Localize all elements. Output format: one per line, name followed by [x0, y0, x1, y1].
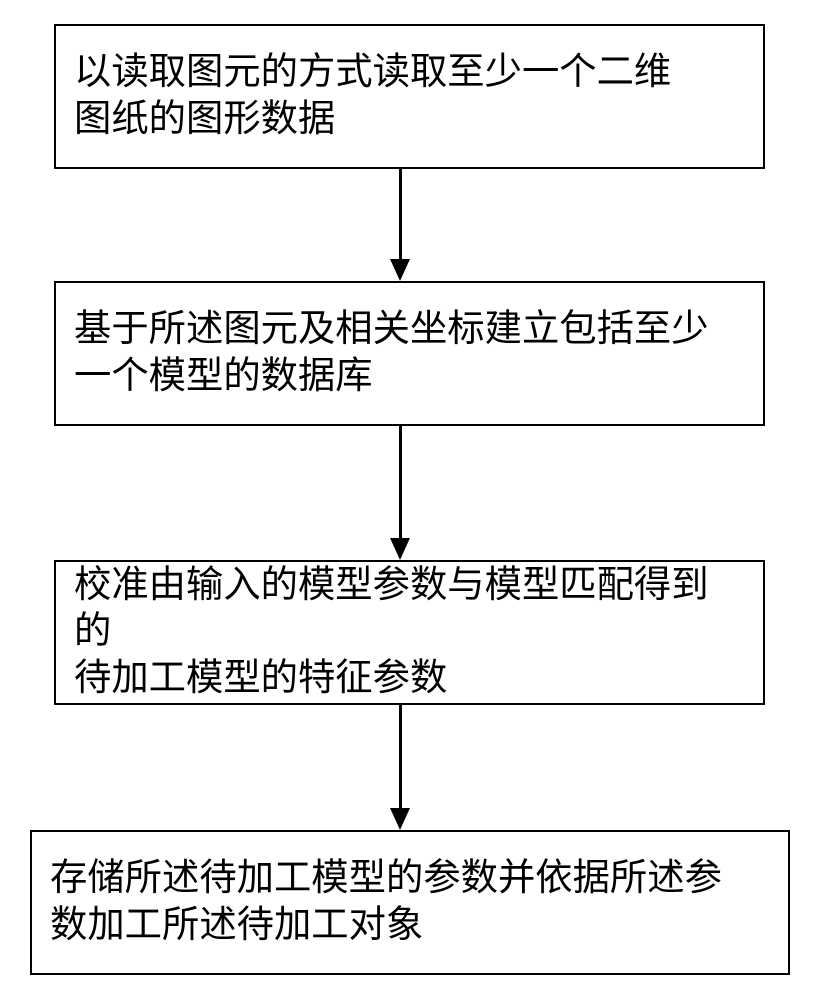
flow-node-1: 以读取图元的方式读取至少一个二维 图纸的图形数据 — [54, 24, 765, 169]
flow-node-4: 存储所述待加工模型的参数并依据所述参 数加工所述待加工对象 — [30, 830, 790, 975]
flow-arrow-2-head — [390, 538, 410, 560]
flow-arrow-1-head — [390, 259, 410, 281]
flow-arrow-1-line — [399, 169, 402, 259]
flow-arrow-2-line — [399, 426, 402, 538]
flow-node-1-text: 以读取图元的方式读取至少一个二维 图纸的图形数据 — [74, 50, 671, 143]
flow-node-3-text: 校准由输入的模型参数与模型匹配得到的 待加工模型的特征参数 — [74, 563, 745, 703]
flow-node-2-text: 基于所述图元及相关坐标建立包括至少 一个模型的数据库 — [74, 307, 709, 400]
flow-arrow-3-line — [399, 705, 402, 808]
flow-node-2: 基于所述图元及相关坐标建立包括至少 一个模型的数据库 — [54, 281, 765, 426]
flow-arrow-3-head — [390, 808, 410, 830]
flow-node-4-text: 存储所述待加工模型的参数并依据所述参 数加工所述待加工对象 — [50, 856, 722, 949]
flow-node-3: 校准由输入的模型参数与模型匹配得到的 待加工模型的特征参数 — [54, 560, 765, 705]
flowchart-canvas: 以读取图元的方式读取至少一个二维 图纸的图形数据 基于所述图元及相关坐标建立包括… — [0, 0, 833, 1000]
